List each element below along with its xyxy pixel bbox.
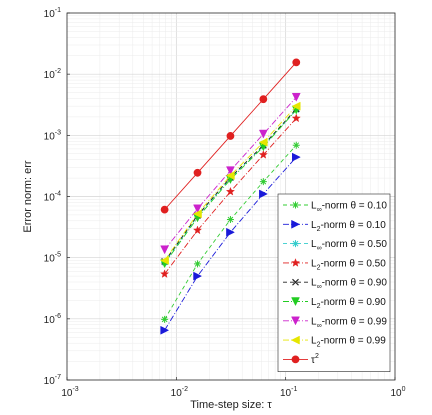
x-tick-label: 100 bbox=[390, 386, 405, 399]
data-point bbox=[160, 205, 169, 214]
data-point bbox=[225, 186, 235, 196]
legend-label: L2-norm θ = 0.10 bbox=[311, 220, 386, 233]
data-point bbox=[193, 271, 203, 281]
data-point bbox=[160, 269, 170, 278]
x-tick-label: 10-3 bbox=[61, 386, 78, 399]
y-tick-label: 10-1 bbox=[44, 7, 61, 20]
data-point bbox=[160, 245, 170, 255]
legend-entry: L2-norm θ = 0.50 bbox=[283, 258, 386, 271]
legend-swatch-marker bbox=[292, 278, 299, 286]
data-point bbox=[258, 129, 268, 139]
x-tick-label: 10-2 bbox=[171, 386, 188, 399]
legend-entry: L2-norm θ = 0.90 bbox=[283, 297, 386, 310]
legend-swatch-marker bbox=[290, 258, 301, 267]
data-point bbox=[258, 137, 268, 147]
series-9 bbox=[160, 58, 301, 214]
series-1 bbox=[161, 141, 300, 323]
data-point bbox=[225, 171, 235, 180]
series-line bbox=[164, 109, 297, 264]
data-point bbox=[259, 95, 268, 104]
data-point bbox=[291, 101, 301, 111]
legend-label: L2-norm θ = 0.50 bbox=[311, 258, 386, 271]
data-point bbox=[192, 209, 202, 219]
data-point bbox=[292, 58, 301, 67]
legend-label: L∞-norm θ = 0.10 bbox=[311, 201, 387, 214]
x-tick-label: 10-1 bbox=[280, 386, 297, 399]
legend-label: τ2 bbox=[311, 353, 319, 366]
legend-entry: L∞-norm θ = 0.50 bbox=[283, 239, 387, 252]
series-line bbox=[164, 117, 297, 275]
legend-swatch-marker bbox=[291, 355, 300, 364]
legend-entry: L2-norm θ = 0.99 bbox=[283, 336, 386, 349]
legend-entry: L2-norm θ = 0.10 bbox=[283, 220, 386, 233]
data-point bbox=[259, 189, 268, 199]
legend-swatch-marker bbox=[292, 240, 299, 248]
data-point bbox=[258, 150, 268, 159]
data-point bbox=[160, 325, 170, 335]
legend-label: L2-norm θ = 0.90 bbox=[311, 297, 386, 310]
x-axis-label: Time-step size: τ bbox=[190, 399, 272, 411]
y-tick-label: 10-4 bbox=[44, 191, 61, 204]
series-2 bbox=[160, 152, 301, 335]
y-tick-label: 10-2 bbox=[44, 68, 61, 81]
axis-ticks: 10-3 10-2 10-1 100 10-7 10-6 10-5 10-4 10-3 10-2 1… bbox=[44, 7, 406, 399]
legend-entry: L∞-norm θ = 0.99 bbox=[283, 316, 387, 329]
data-point bbox=[161, 315, 169, 323]
data-point bbox=[226, 227, 235, 237]
legend: L∞-norm θ = 0.10 L2-norm θ = 0.10 L∞-norm … bbox=[277, 193, 391, 372]
legend-label: L2-norm θ = 0.99 bbox=[311, 336, 386, 349]
series-7 bbox=[160, 92, 301, 255]
legend-swatch-marker bbox=[291, 297, 300, 307]
data-point bbox=[193, 225, 203, 235]
data-point bbox=[160, 256, 169, 265]
y-tick-label: 10-5 bbox=[44, 252, 61, 265]
legend-swatch-marker bbox=[291, 316, 300, 326]
y-axis-label: Error norm: err bbox=[22, 160, 34, 232]
legend-entry: L∞-norm θ = 0.10 bbox=[283, 201, 387, 214]
legend-swatch-marker bbox=[292, 201, 299, 209]
data-point bbox=[193, 168, 202, 177]
legend-label: L∞-norm θ = 0.99 bbox=[311, 316, 387, 329]
y-tick-label: 10-3 bbox=[44, 129, 61, 142]
data-point bbox=[193, 204, 202, 214]
data-point bbox=[226, 216, 234, 224]
legend-label: L∞-norm θ = 0.50 bbox=[311, 239, 387, 252]
y-tick-label: 10-6 bbox=[44, 313, 61, 326]
y-tick-label: 10-7 bbox=[44, 374, 61, 387]
data-point bbox=[292, 141, 300, 149]
legend-swatch-marker bbox=[291, 219, 301, 229]
data-point bbox=[291, 92, 301, 102]
legend-entry: L∞-norm θ = 0.90 bbox=[283, 278, 387, 291]
legend-label: L∞-norm θ = 0.90 bbox=[311, 278, 387, 291]
series-8 bbox=[160, 101, 301, 265]
data-point bbox=[194, 260, 202, 268]
data-point bbox=[226, 166, 235, 176]
series-4 bbox=[160, 113, 301, 278]
data-point bbox=[291, 113, 301, 123]
data-point bbox=[259, 178, 267, 186]
data-point bbox=[226, 132, 235, 140]
legend-swatch-marker bbox=[290, 335, 300, 345]
series-lines bbox=[160, 58, 301, 335]
legend-entry: τ2 bbox=[283, 353, 319, 366]
data-point bbox=[292, 152, 301, 162]
